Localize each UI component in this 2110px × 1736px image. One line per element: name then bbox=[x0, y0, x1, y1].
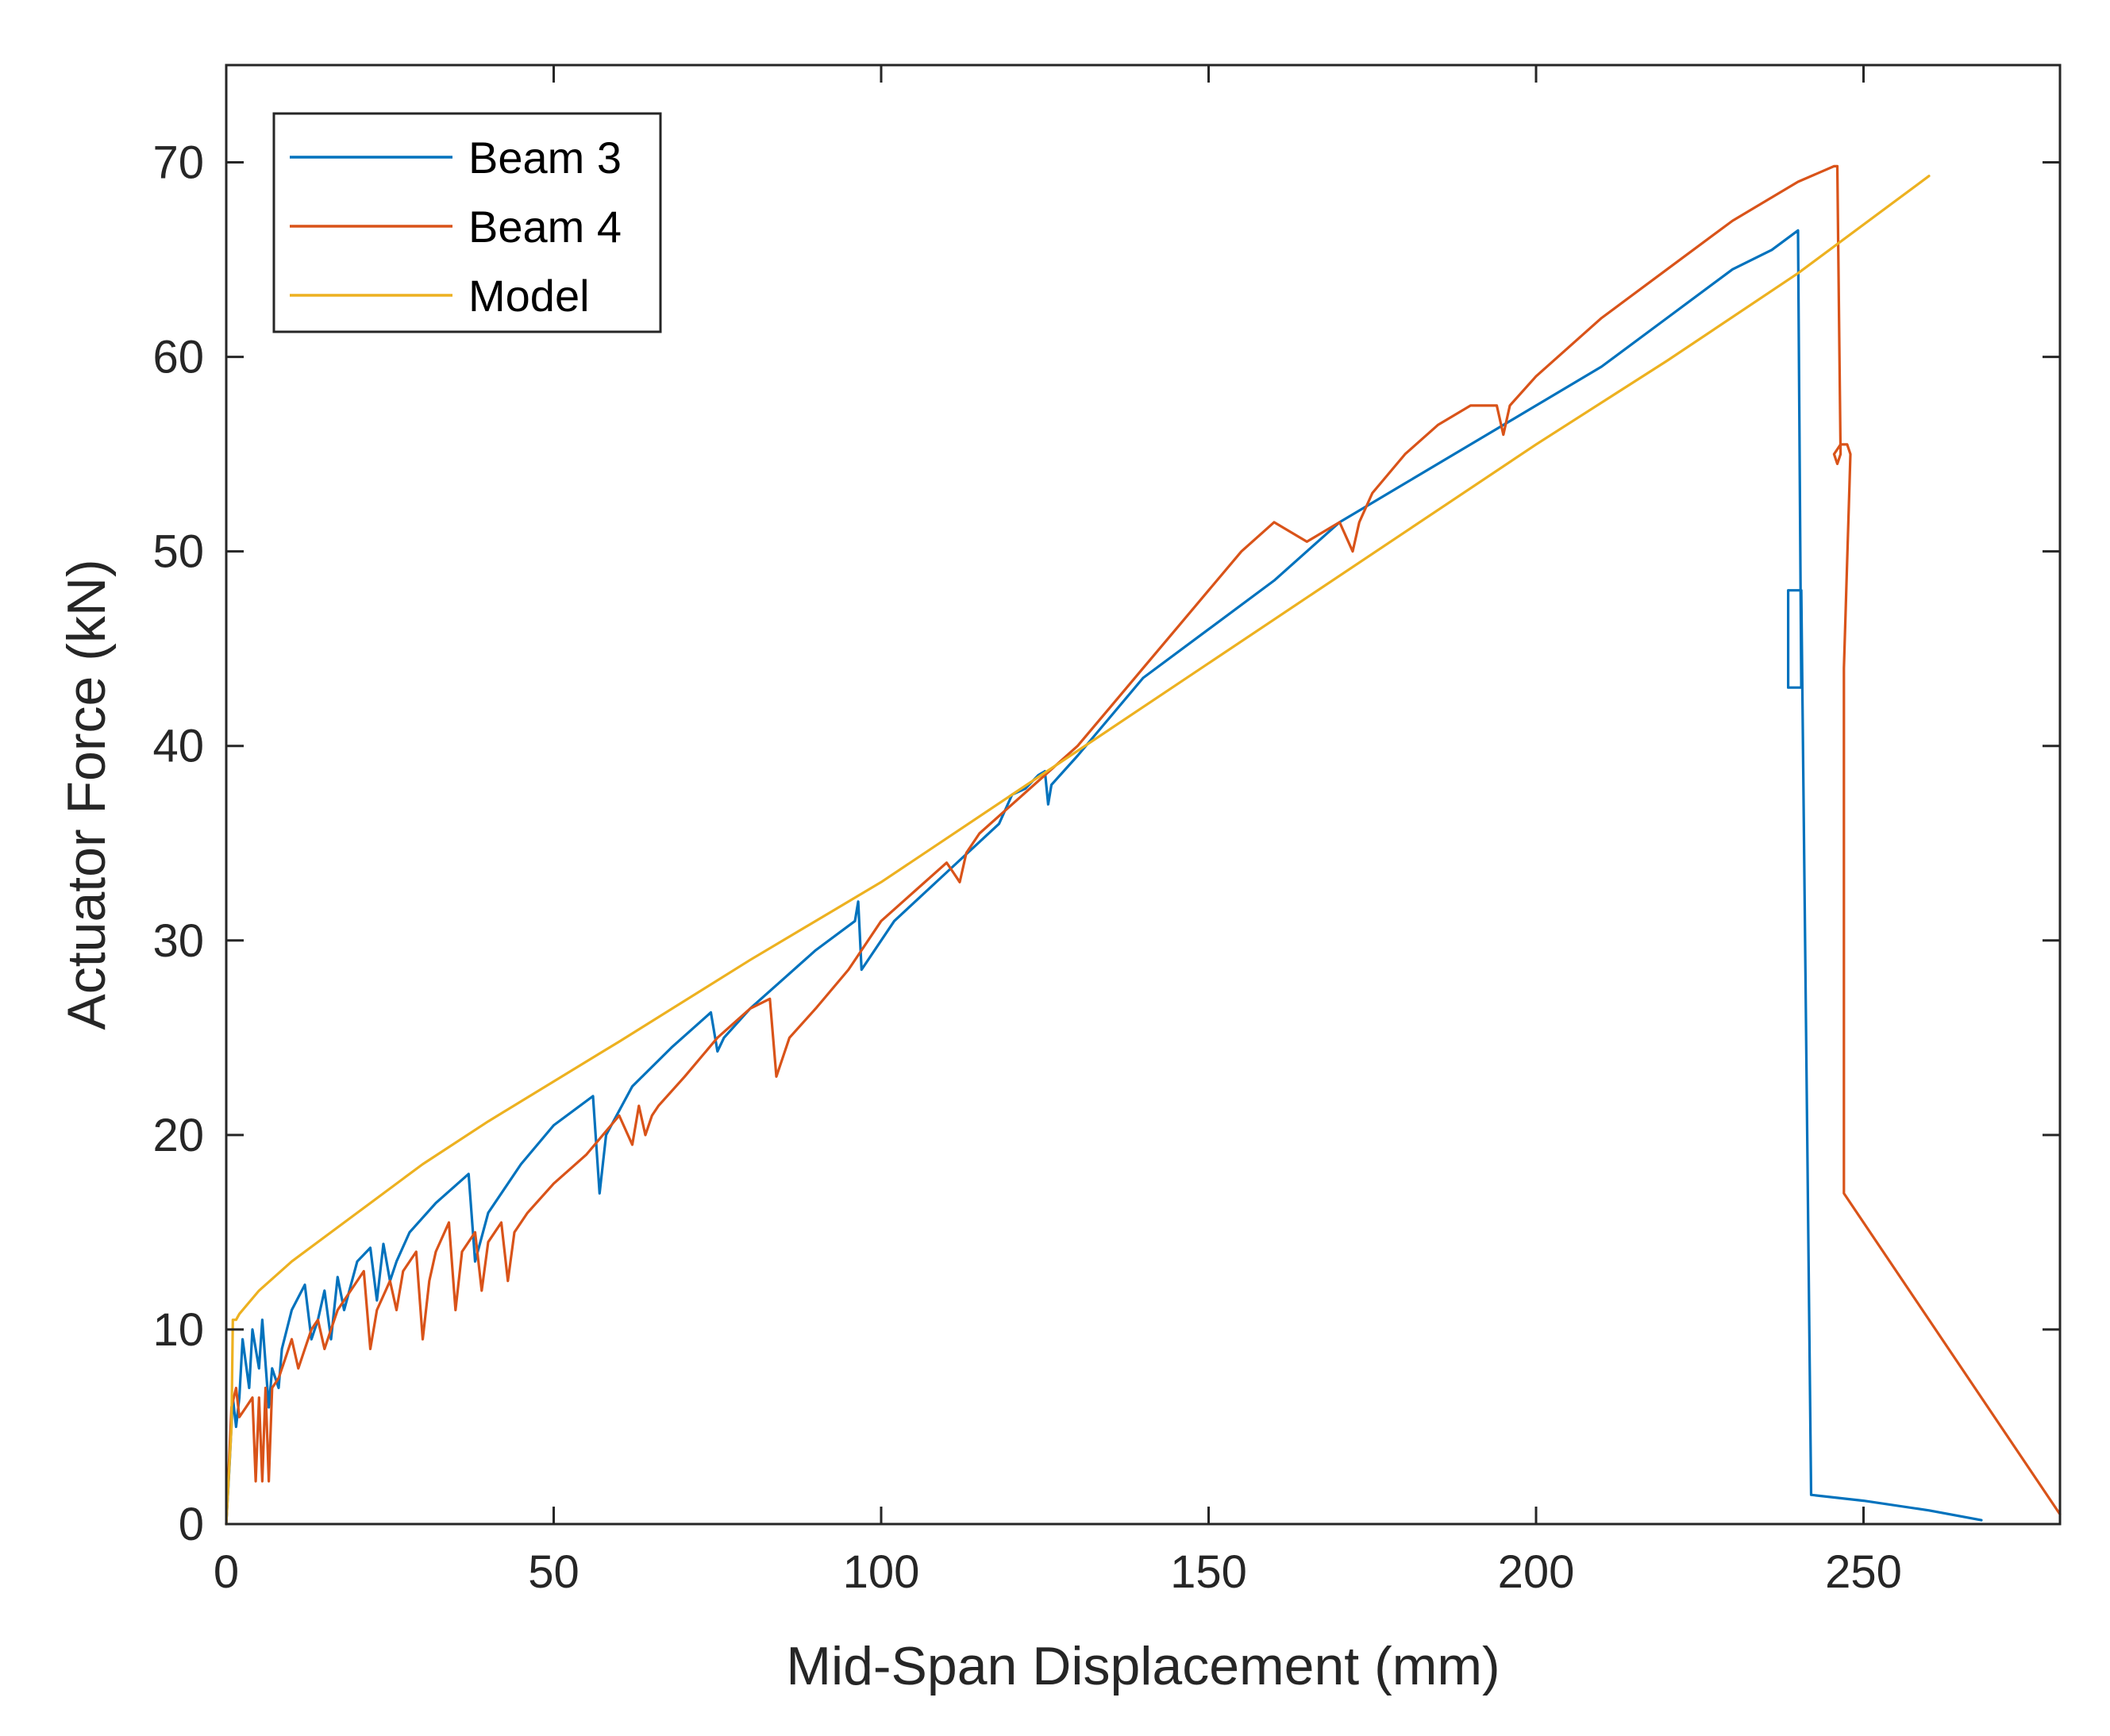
y-tick-label: 70 bbox=[152, 137, 204, 189]
x-tick-label: 250 bbox=[1825, 1546, 1902, 1598]
x-axis: 0 50 100 150 200 250 bbox=[214, 65, 1902, 1598]
x-tick-label: 150 bbox=[1170, 1546, 1247, 1598]
legend-label-model: Model bbox=[468, 271, 590, 321]
y-tick-label: 10 bbox=[152, 1304, 204, 1356]
y-tick-label: 0 bbox=[179, 1499, 204, 1550]
y-axis-title: Actuator Force (kN) bbox=[56, 559, 117, 1030]
y-tick-label: 20 bbox=[152, 1110, 204, 1161]
series-line-model bbox=[225, 175, 1931, 1526]
y-tick-label: 50 bbox=[152, 526, 204, 578]
series-line-beam-3 bbox=[225, 229, 1983, 1526]
y-tick-label: 30 bbox=[152, 915, 204, 967]
legend: Beam 3 Beam 4 Model bbox=[272, 112, 662, 333]
x-tick-label: 0 bbox=[214, 1546, 239, 1598]
legend-label-beam-3: Beam 3 bbox=[468, 133, 622, 183]
x-tick-label: 100 bbox=[843, 1546, 920, 1598]
x-tick-label: 50 bbox=[528, 1546, 579, 1598]
series-layer bbox=[225, 164, 2062, 1526]
y-axis: 0 10 20 30 40 50 60 70 bbox=[152, 137, 2060, 1550]
x-axis-title: Mid-Span Displacement (mm) bbox=[786, 1636, 1500, 1696]
legend-label-beam-4: Beam 4 bbox=[468, 202, 622, 252]
series-line-beam-4 bbox=[225, 164, 2062, 1526]
plot-frame bbox=[225, 64, 2062, 1526]
y-tick-label: 40 bbox=[152, 721, 204, 772]
y-tick-label: 60 bbox=[152, 332, 204, 383]
x-tick-label: 200 bbox=[1498, 1546, 1575, 1598]
